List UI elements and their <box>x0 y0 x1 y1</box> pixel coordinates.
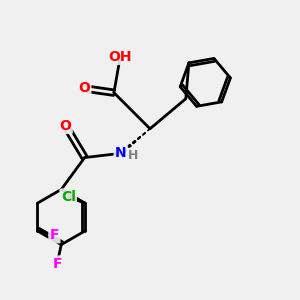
Polygon shape <box>132 140 136 144</box>
Polygon shape <box>148 129 150 131</box>
Polygon shape <box>122 148 126 152</box>
Polygon shape <box>142 133 145 135</box>
Text: N: N <box>115 146 127 160</box>
Text: OH: OH <box>109 50 132 64</box>
Text: O: O <box>60 119 71 133</box>
Text: H: H <box>128 149 139 162</box>
Text: F: F <box>50 228 59 242</box>
Polygon shape <box>137 136 141 140</box>
Text: F: F <box>52 257 62 271</box>
Text: Cl: Cl <box>61 190 76 204</box>
Polygon shape <box>128 144 131 148</box>
Text: O: O <box>78 81 90 95</box>
